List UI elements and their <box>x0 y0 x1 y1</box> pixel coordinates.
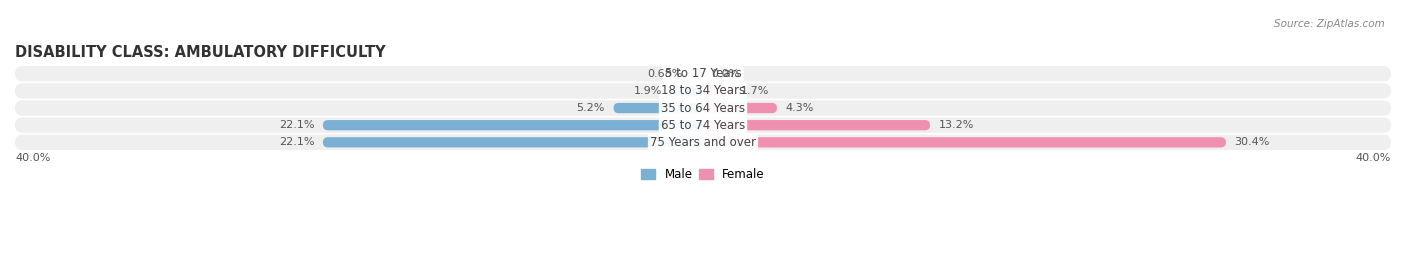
FancyBboxPatch shape <box>15 100 1391 116</box>
FancyBboxPatch shape <box>15 135 1391 150</box>
FancyBboxPatch shape <box>671 86 703 96</box>
Text: 13.2%: 13.2% <box>939 120 974 130</box>
FancyBboxPatch shape <box>692 69 703 79</box>
Text: 65 to 74 Years: 65 to 74 Years <box>661 119 745 132</box>
Text: 5.2%: 5.2% <box>576 103 605 113</box>
FancyBboxPatch shape <box>703 120 929 130</box>
FancyBboxPatch shape <box>613 103 703 113</box>
Legend: Male, Female: Male, Female <box>637 163 769 186</box>
Text: 1.7%: 1.7% <box>741 86 769 96</box>
Text: 40.0%: 40.0% <box>1355 154 1391 163</box>
Text: 4.3%: 4.3% <box>786 103 814 113</box>
FancyBboxPatch shape <box>323 120 703 130</box>
Text: DISABILITY CLASS: AMBULATORY DIFFICULTY: DISABILITY CLASS: AMBULATORY DIFFICULTY <box>15 45 385 60</box>
Text: 30.4%: 30.4% <box>1234 137 1270 147</box>
FancyBboxPatch shape <box>323 137 703 147</box>
Text: 0.0%: 0.0% <box>711 69 740 79</box>
FancyBboxPatch shape <box>15 83 1391 99</box>
FancyBboxPatch shape <box>15 117 1391 133</box>
Text: 22.1%: 22.1% <box>278 120 315 130</box>
Text: 18 to 34 Years: 18 to 34 Years <box>661 84 745 98</box>
Text: 1.9%: 1.9% <box>633 86 662 96</box>
Text: 5 to 17 Years: 5 to 17 Years <box>665 67 741 80</box>
Text: 35 to 64 Years: 35 to 64 Years <box>661 102 745 114</box>
FancyBboxPatch shape <box>703 86 733 96</box>
Text: 40.0%: 40.0% <box>15 154 51 163</box>
FancyBboxPatch shape <box>703 137 1226 147</box>
FancyBboxPatch shape <box>703 103 778 113</box>
Text: 22.1%: 22.1% <box>278 137 315 147</box>
Text: 75 Years and over: 75 Years and over <box>650 136 756 149</box>
FancyBboxPatch shape <box>15 66 1391 81</box>
Text: Source: ZipAtlas.com: Source: ZipAtlas.com <box>1274 19 1385 29</box>
Text: 0.68%: 0.68% <box>647 69 683 79</box>
